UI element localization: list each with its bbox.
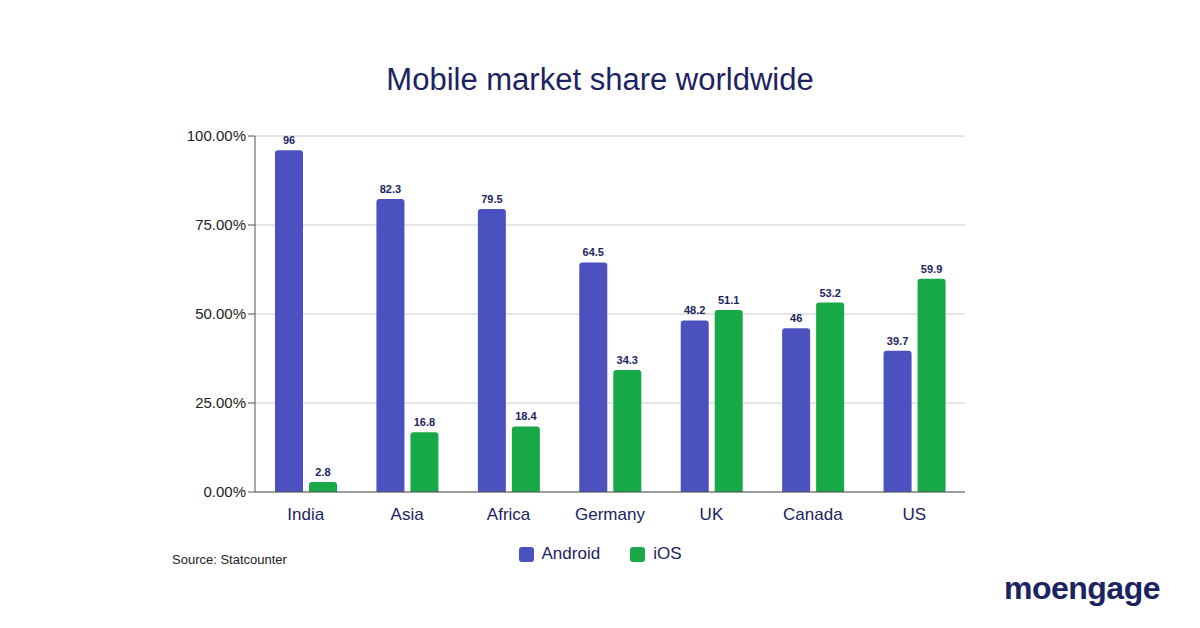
svg-text:51.1: 51.1 [718, 294, 739, 306]
svg-text:Asia: Asia [391, 505, 425, 524]
svg-text:16.8: 16.8 [414, 416, 435, 428]
svg-text:100.00%: 100.00% [187, 127, 246, 144]
svg-text:46: 46 [790, 312, 802, 324]
svg-text:64.5: 64.5 [583, 246, 604, 258]
html-text:iOS: iOS [653, 544, 682, 563]
svg-text:53.2: 53.2 [819, 287, 840, 299]
svg-text:79.5: 79.5 [481, 193, 502, 205]
html-text:Source: Statcounter: Source: Statcounter [172, 552, 287, 567]
svg-text:39.7: 39.7 [887, 335, 908, 347]
svg-text:2.8: 2.8 [315, 466, 330, 478]
svg-text:75.00%: 75.00% [195, 216, 246, 233]
html-text:Mobile market share worldwide: Mobile market share worldwide [386, 62, 814, 97]
svg-text:59.9: 59.9 [921, 263, 942, 275]
svg-text:18.4: 18.4 [515, 410, 537, 422]
svg-text:82.3: 82.3 [380, 183, 401, 195]
svg-text:0.00%: 0.00% [203, 483, 246, 500]
svg-text:US: US [902, 505, 926, 524]
svg-text:Canada: Canada [783, 505, 843, 524]
svg-text:India: India [287, 505, 324, 524]
svg-text:34.3: 34.3 [617, 354, 638, 366]
svg-text:Germany: Germany [575, 505, 645, 524]
svg-text:48.2: 48.2 [684, 304, 705, 316]
svg-text:25.00%: 25.00% [195, 394, 246, 411]
svg-text:50.00%: 50.00% [195, 305, 246, 322]
svg-text:UK: UK [700, 505, 724, 524]
html-text:moengage: moengage [1004, 570, 1160, 606]
svg-text:Africa: Africa [487, 505, 531, 524]
svg-text:96: 96 [283, 134, 295, 146]
html-text:Android: Android [541, 544, 601, 563]
